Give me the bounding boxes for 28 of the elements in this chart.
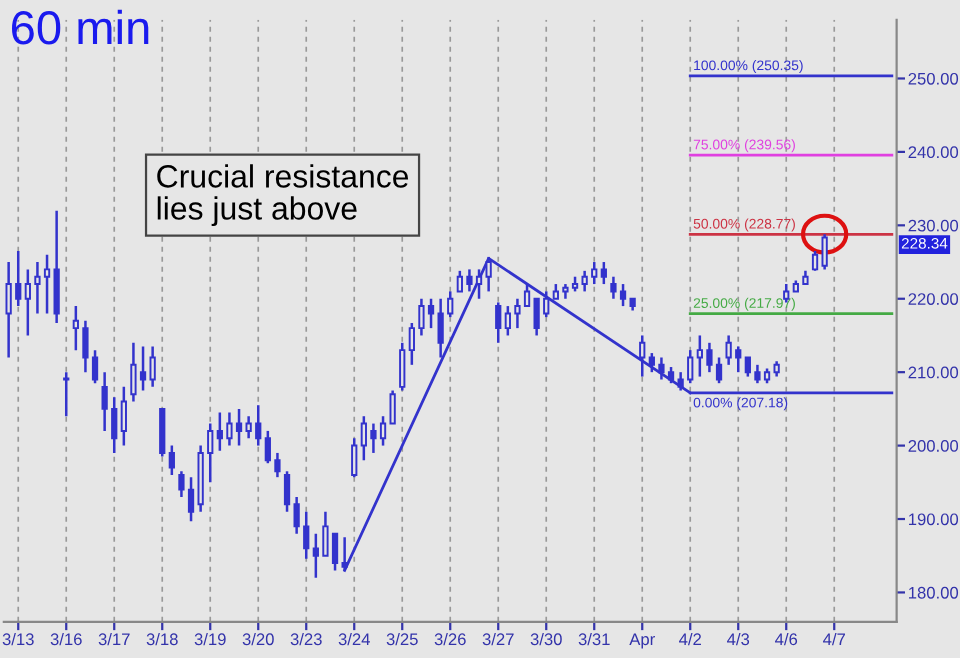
y-tick-label: 240.00 bbox=[908, 146, 959, 159]
x-tick-label: 4/2 bbox=[679, 632, 701, 646]
y-tick-label: 250.00 bbox=[908, 72, 959, 85]
x-tick-label: 3/26 bbox=[434, 632, 466, 646]
x-tick-label: Apr bbox=[629, 633, 655, 649]
annotation: Crucial resistance lies just above bbox=[157, 164, 409, 227]
x-tick-label: 3/19 bbox=[194, 632, 226, 646]
x-tick-label: 3/23 bbox=[290, 632, 322, 646]
y-tick-label: 220.00 bbox=[908, 293, 959, 305]
x-tick-label: 3/25 bbox=[386, 632, 418, 646]
y-tick-label: 230.00 bbox=[908, 219, 959, 232]
y-tick-label: 200.00 bbox=[908, 440, 959, 452]
x-tick-label: 3/20 bbox=[242, 632, 274, 646]
x-tick-label: 4/3 bbox=[727, 632, 750, 646]
x-tick-label: 3/30 bbox=[530, 632, 562, 646]
y-tick-label: 210.00 bbox=[908, 366, 959, 379]
x-tick-label: 3/17 bbox=[98, 632, 130, 646]
y-tick-label: 180.00 bbox=[909, 586, 959, 599]
x-tick-label: 3/24 bbox=[338, 632, 370, 646]
chart-title: 60 min bbox=[12, 9, 149, 45]
x-tick-label: 3/27 bbox=[482, 632, 514, 646]
x-tick-label: 3/13 bbox=[2, 632, 34, 646]
y-tick-label: 190.00 bbox=[909, 513, 959, 526]
x-tick-label: 4/7 bbox=[823, 632, 845, 646]
x-tick-label: 3/31 bbox=[578, 632, 610, 646]
x-tick-label: 3/18 bbox=[146, 632, 178, 646]
x-tick-label: 4/6 bbox=[775, 632, 798, 646]
x-tick-label: 3/16 bbox=[50, 632, 82, 646]
